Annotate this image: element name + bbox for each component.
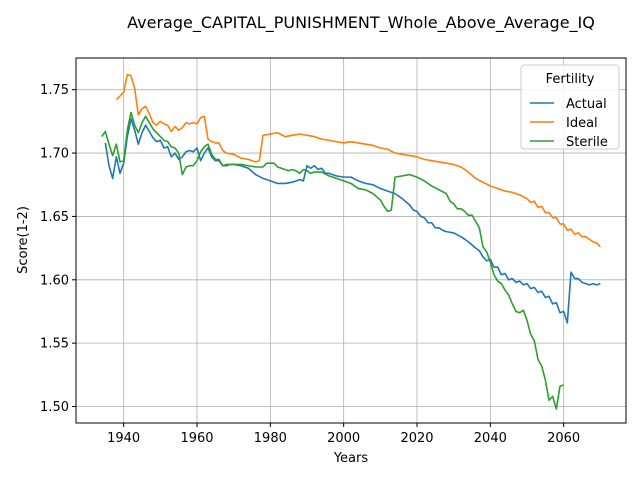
y-tick-label: 1.75 <box>40 83 69 98</box>
x-tick-label: 2060 <box>547 431 580 446</box>
y-tick-label: 1.55 <box>40 337 69 352</box>
y-tick-label: 1.65 <box>40 210 69 225</box>
series-line-ideal <box>115 73 601 248</box>
x-tick-label: 1960 <box>180 431 213 446</box>
x-tick-label: 1980 <box>254 431 287 446</box>
x-tick-label: 1940 <box>107 431 140 446</box>
legend-box <box>520 64 620 150</box>
series-line-actual <box>104 118 601 324</box>
y-tick-label: 1.70 <box>40 147 69 162</box>
legend-label-actual: Actual <box>566 97 607 112</box>
y-axis-label: Score(1-2) <box>16 206 31 274</box>
legend: Fertility Actual Ideal Sterile <box>520 64 620 150</box>
chart-title: Average_CAPITAL_PUNISHMENT_Whole_Above_A… <box>127 13 595 33</box>
x-tick-label: 2040 <box>474 431 507 446</box>
x-tick-label: 2020 <box>400 431 433 446</box>
y-tick-label: 1.50 <box>40 400 69 415</box>
x-axis: 1940 1960 1980 2000 2020 2040 2060 <box>107 423 580 446</box>
x-tick-label: 2000 <box>327 431 360 446</box>
legend-label-ideal: Ideal <box>566 116 598 131</box>
legend-title: Fertility <box>546 72 595 87</box>
plot-frame <box>75 57 627 424</box>
y-axis: 1.50 1.55 1.60 1.65 1.70 1.75 <box>40 83 76 415</box>
legend-label-sterile: Sterile <box>566 135 608 150</box>
series-layer <box>101 73 601 410</box>
grid <box>76 58 626 423</box>
series-line-sterile <box>101 111 564 410</box>
y-tick-label: 1.60 <box>40 273 69 288</box>
x-axis-label: Years <box>333 451 369 466</box>
